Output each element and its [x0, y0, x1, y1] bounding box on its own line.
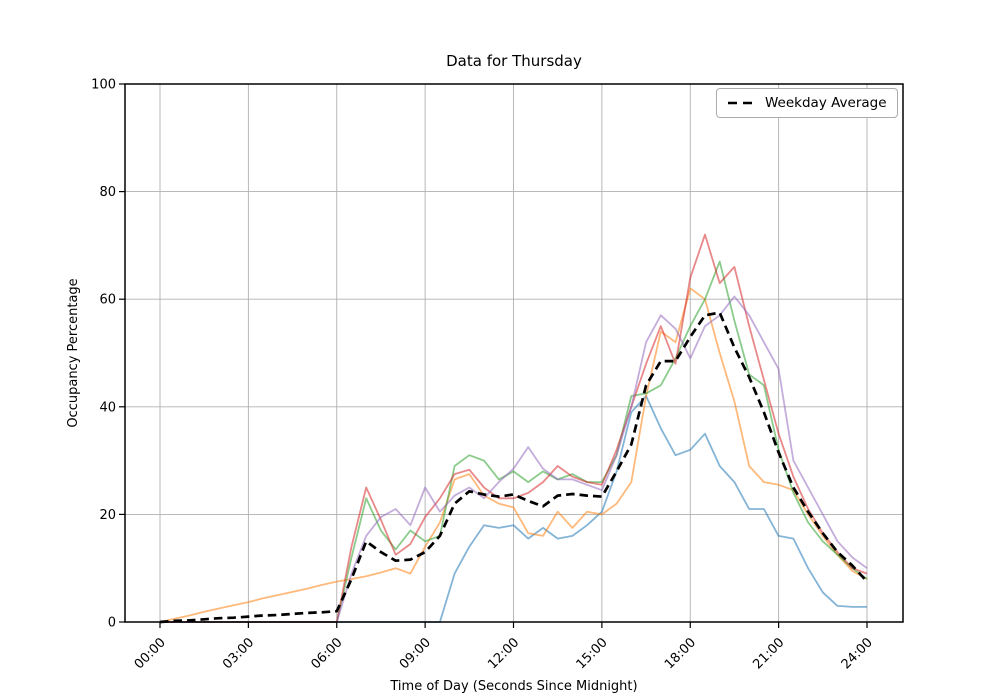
y-tick-label: 60	[99, 293, 116, 308]
series-line-day-orange	[159, 287, 868, 623]
y-tick-label: 80	[99, 185, 116, 200]
x-tick-label: 24:00	[839, 635, 876, 672]
x-axis-label: Time of Day (Seconds Since Midnight)	[390, 679, 638, 694]
y-tick-label: 20	[99, 508, 116, 523]
legend-label: Weekday Average	[765, 95, 887, 111]
y-axis-label: Occupancy Percentage	[66, 278, 81, 428]
x-tick-label: 09:00	[397, 635, 434, 672]
x-tick-label: 06:00	[308, 635, 345, 672]
x-tick-label: 03:00	[220, 635, 257, 672]
series-line-weekday-average	[159, 311, 868, 624]
y-tick-label: 40	[99, 400, 116, 415]
chart-title: Data for Thursday	[446, 52, 582, 70]
x-tick-label: 21:00	[750, 635, 787, 672]
x-tick-label: 12:00	[485, 635, 522, 672]
x-tick-label: 18:00	[662, 635, 699, 672]
x-tick-label: 15:00	[574, 635, 611, 672]
x-tick-label: 00:00	[132, 635, 169, 672]
y-tick-label: 0	[108, 616, 116, 631]
y-tick-label: 100	[91, 78, 116, 93]
legend: Weekday Average	[716, 88, 898, 118]
axes-spines	[124, 83, 904, 623]
legend-dashed-line-sample	[728, 101, 756, 105]
